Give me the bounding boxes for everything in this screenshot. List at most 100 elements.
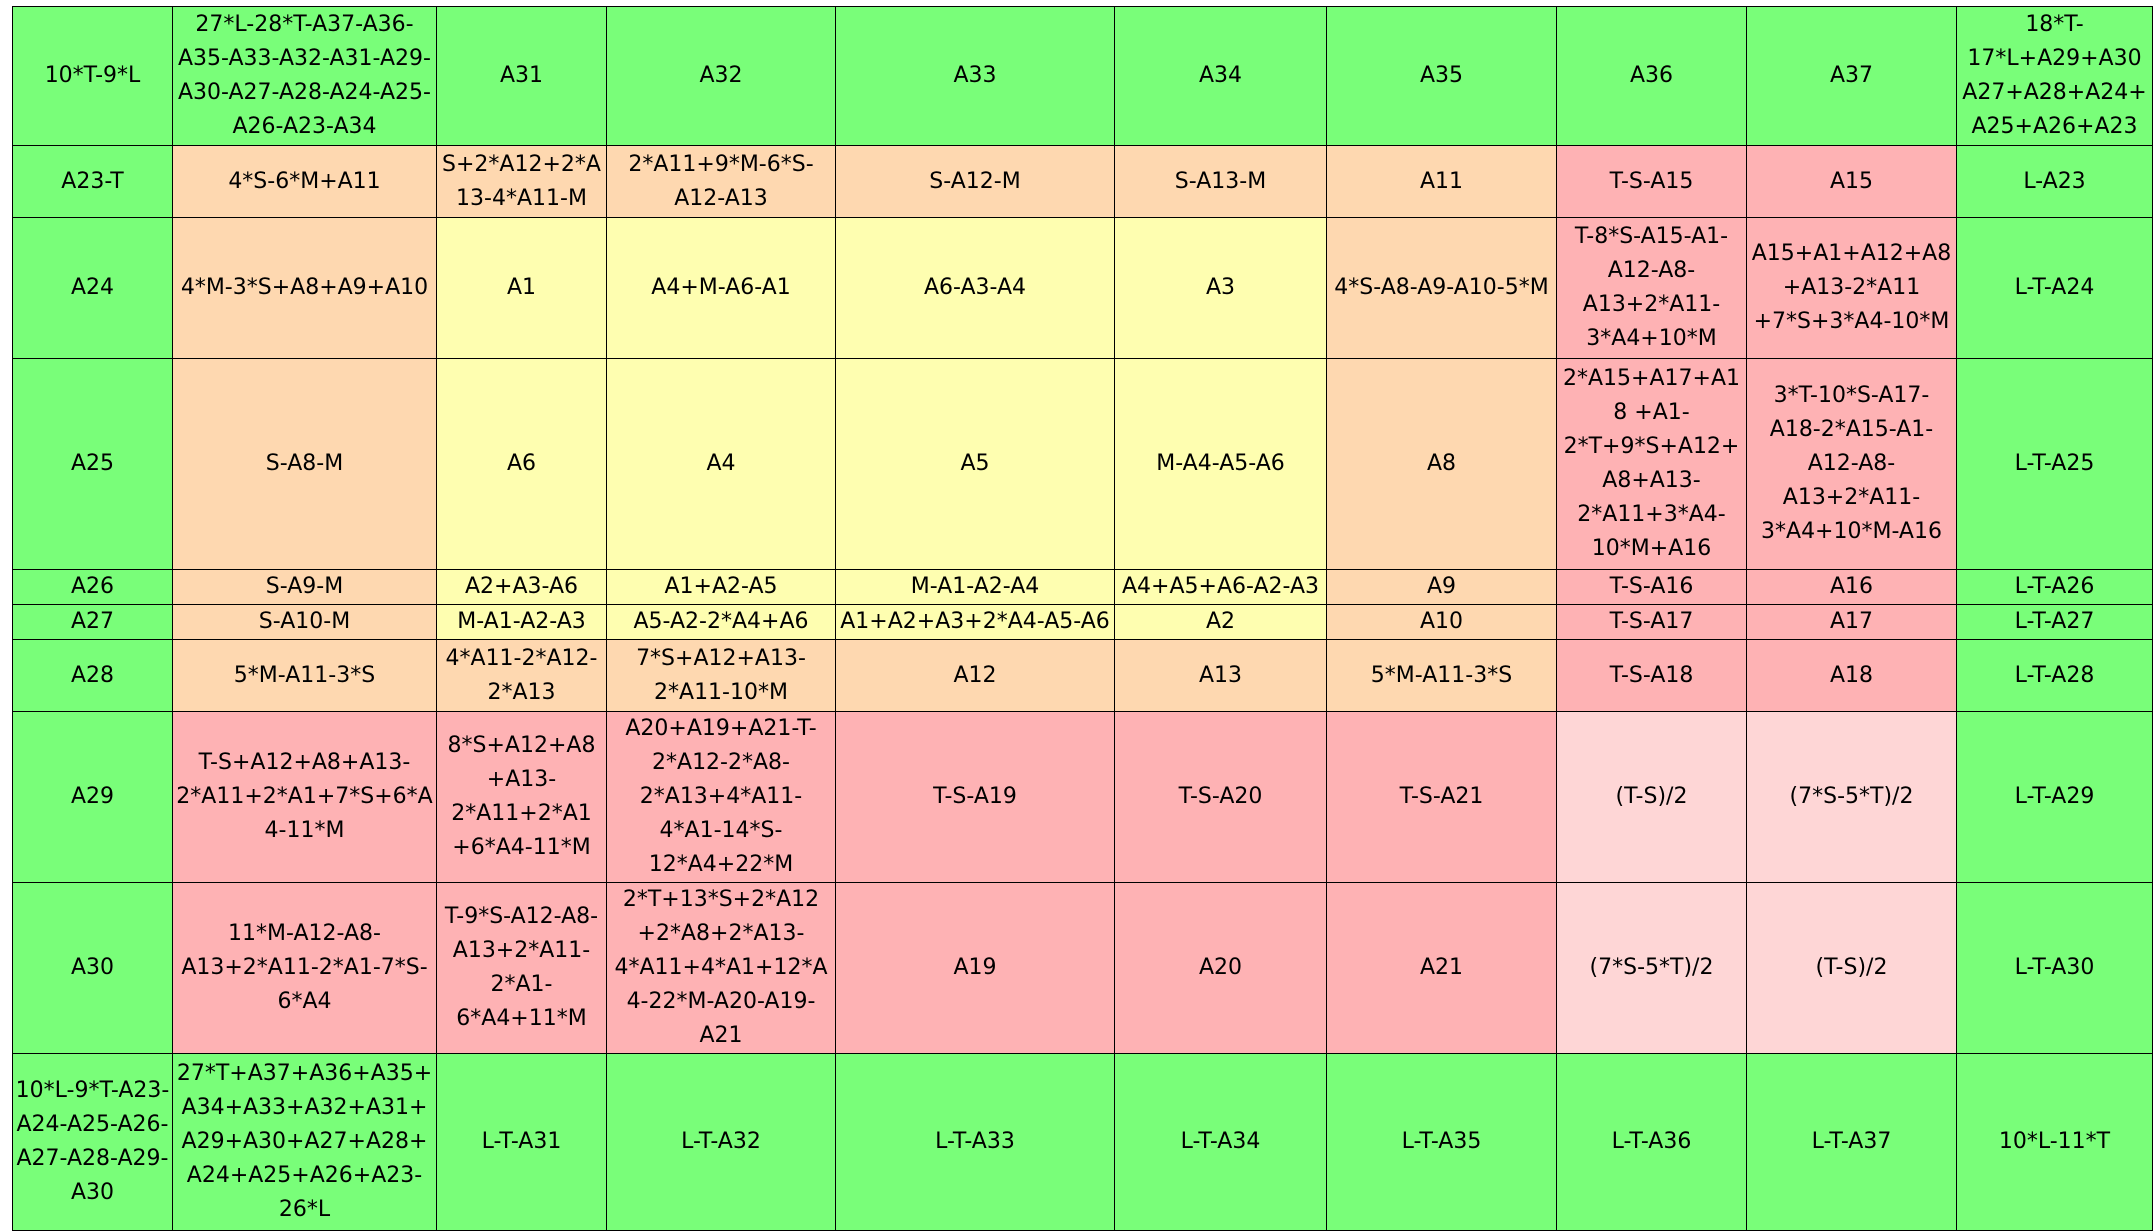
table-cell[interactable]: A11 [1326, 145, 1557, 218]
table-cell[interactable]: A1 [436, 217, 607, 359]
table-cell[interactable]: A27 [12, 604, 173, 640]
table-cell[interactable]: 4*A11-2*A12-2*A13 [436, 639, 607, 712]
table-cell[interactable]: S-A13-M [1114, 145, 1327, 218]
table-cell[interactable]: A18 [1746, 639, 1957, 712]
table-cell[interactable]: T-S-A17 [1556, 604, 1747, 640]
table-cell[interactable]: T-S-A20 [1114, 711, 1327, 883]
table-cell[interactable]: T-8*S-A15-A1-A12-A8-A13+2*A11-3*A4+10*M [1556, 217, 1747, 359]
table-cell[interactable]: A13 [1114, 639, 1327, 712]
table-cell[interactable]: 10*L-9*T-A23-A24-A25-A26-A27-A28-A29-A30 [12, 1053, 173, 1231]
table-cell[interactable]: A3 [1114, 217, 1327, 359]
table-cell[interactable]: A6-A3-A4 [835, 217, 1115, 359]
table-cell[interactable]: A35 [1326, 6, 1557, 146]
table-cell[interactable]: A4+M-A6-A1 [606, 217, 836, 359]
table-cell[interactable]: 27*T+A37+A36+A35+A34+A33+A32+A31+A29+A30… [172, 1053, 437, 1231]
table-cell[interactable]: L-T-A26 [1956, 569, 2153, 605]
table-cell[interactable]: S+2*A12+2*A13-4*A11-M [436, 145, 607, 218]
table-cell[interactable]: A5 [835, 358, 1115, 570]
table-cell[interactable]: A21 [1326, 882, 1557, 1054]
table-cell[interactable]: A20 [1114, 882, 1327, 1054]
table-cell[interactable]: L-T-A30 [1956, 882, 2153, 1054]
table-cell[interactable]: L-T-A36 [1556, 1053, 1747, 1231]
table-cell[interactable]: A37 [1746, 6, 1957, 146]
table-cell[interactable]: 4*S-6*M+A11 [172, 145, 437, 218]
table-cell[interactable]: A1+A2-A5 [606, 569, 836, 605]
table-cell[interactable]: L-T-A31 [436, 1053, 607, 1231]
table-cell[interactable]: A15+A1+A12+A8+A13-2*A11 +7*S+3*A4-10*M [1746, 217, 1957, 359]
table-cell[interactable]: (7*S-5*T)/2 [1556, 882, 1747, 1054]
table-cell[interactable]: T-S-A15 [1556, 145, 1747, 218]
table-cell[interactable]: A1+A2+A3+2*A4-A5-A6 [835, 604, 1115, 640]
table-cell[interactable]: L-T-A27 [1956, 604, 2153, 640]
table-cell[interactable]: (7*S-5*T)/2 [1746, 711, 1957, 883]
table-cell[interactable]: T-S-A19 [835, 711, 1115, 883]
table-cell[interactable]: A30 [12, 882, 173, 1054]
table-cell[interactable]: A2+A3-A6 [436, 569, 607, 605]
table-cell[interactable]: 4*M-3*S+A8+A9+A10 [172, 217, 437, 359]
table-cell[interactable]: L-T-A33 [835, 1053, 1115, 1231]
table-cell[interactable]: M-A1-A2-A3 [436, 604, 607, 640]
table-cell[interactable]: A33 [835, 6, 1115, 146]
table-cell[interactable]: S-A8-M [172, 358, 437, 570]
table-cell[interactable]: T-9*S-A12-A8-A13+2*A11-2*A1-6*A4+11*M [436, 882, 607, 1054]
table-cell[interactable]: A28 [12, 639, 173, 712]
table-cell[interactable]: A10 [1326, 604, 1557, 640]
table-cell[interactable]: 10*L-11*T [1956, 1053, 2153, 1231]
table-cell[interactable]: 11*M-A12-A8-A13+2*A11-2*A1-7*S-6*A4 [172, 882, 437, 1054]
table-cell[interactable]: L-T-A29 [1956, 711, 2153, 883]
table-cell[interactable]: 8*S+A12+A8+A13-2*A11+2*A1 +6*A4-11*M [436, 711, 607, 883]
table-cell[interactable]: A31 [436, 6, 607, 146]
table-cell[interactable]: L-T-A34 [1114, 1053, 1327, 1231]
table-cell[interactable]: A23-T [12, 145, 173, 218]
table-cell[interactable]: L-T-A32 [606, 1053, 836, 1231]
table-cell[interactable]: 2*A15+A17+A18 +A1-2*T+9*S+A12+A8+A13-2*A… [1556, 358, 1747, 570]
table-cell[interactable]: T-S-A16 [1556, 569, 1747, 605]
table-cell[interactable]: L-T-A24 [1956, 217, 2153, 359]
table-cell[interactable]: 4*S-A8-A9-A10-5*M [1326, 217, 1557, 359]
table-cell[interactable]: A19 [835, 882, 1115, 1054]
table-cell[interactable]: T-S-A18 [1556, 639, 1747, 712]
table-cell[interactable]: 10*T-9*L [12, 6, 173, 146]
table-cell[interactable]: T-S+A12+A8+A13-2*A11+2*A1+7*S+6*A4-11*M [172, 711, 437, 883]
table-cell[interactable]: A17 [1746, 604, 1957, 640]
table-cell[interactable]: L-A23 [1956, 145, 2153, 218]
table-cell[interactable]: A12 [835, 639, 1115, 712]
table-cell[interactable]: 2*A11+9*M-6*S-A12-A13 [606, 145, 836, 218]
table-cell[interactable]: L-T-A35 [1326, 1053, 1557, 1231]
table-cell[interactable]: 3*T-10*S-A17-A18-2*A15-A1-A12-A8-A13+2*A… [1746, 358, 1957, 570]
table-cell[interactable]: 5*M-A11-3*S [172, 639, 437, 712]
table-cell[interactable]: L-T-A37 [1746, 1053, 1957, 1231]
table-cell[interactable]: (T-S)/2 [1746, 882, 1957, 1054]
table-cell[interactable]: S-A12-M [835, 145, 1115, 218]
table-cell[interactable]: A2 [1114, 604, 1327, 640]
table-cell[interactable]: A24 [12, 217, 173, 359]
table-cell[interactable]: A9 [1326, 569, 1557, 605]
table-cell[interactable]: A16 [1746, 569, 1957, 605]
table-cell[interactable]: A4+A5+A6-A2-A3 [1114, 569, 1327, 605]
table-cell[interactable]: (T-S)/2 [1556, 711, 1747, 883]
table-cell[interactable]: A32 [606, 6, 836, 146]
table-cell[interactable]: A8 [1326, 358, 1557, 570]
table-cell[interactable]: T-S-A21 [1326, 711, 1557, 883]
table-cell[interactable]: L-T-A25 [1956, 358, 2153, 570]
table-cell[interactable]: S-A10-M [172, 604, 437, 640]
table-cell[interactable]: 27*L-28*T-A37-A36-A35-A33-A32-A31-A29-A3… [172, 6, 437, 146]
table-cell[interactable]: A26 [12, 569, 173, 605]
table-cell[interactable]: A5-A2-2*A4+A6 [606, 604, 836, 640]
table-cell[interactable]: M-A1-A2-A4 [835, 569, 1115, 605]
table-cell[interactable]: 5*M-A11-3*S [1326, 639, 1557, 712]
table-cell[interactable]: A34 [1114, 6, 1327, 146]
table-cell[interactable]: A6 [436, 358, 607, 570]
table-cell[interactable]: A15 [1746, 145, 1957, 218]
table-cell[interactable]: A4 [606, 358, 836, 570]
table-cell[interactable]: 7*S+A12+A13-2*A11-10*M [606, 639, 836, 712]
table-cell[interactable]: S-A9-M [172, 569, 437, 605]
table-cell[interactable]: A25 [12, 358, 173, 570]
table-cell[interactable]: M-A4-A5-A6 [1114, 358, 1327, 570]
table-cell[interactable]: 18*T-17*L+A29+A30 A27+A28+A24+A25+A26+A2… [1956, 6, 2153, 146]
table-cell[interactable]: 2*T+13*S+2*A12 +2*A8+2*A13-4*A11+4*A1+12… [606, 882, 836, 1054]
table-cell[interactable]: L-T-A28 [1956, 639, 2153, 712]
table-cell[interactable]: A20+A19+A21-T-2*A12-2*A8-2*A13+4*A11-4*A… [606, 711, 836, 883]
table-cell[interactable]: A29 [12, 711, 173, 883]
table-cell[interactable]: A36 [1556, 6, 1747, 146]
